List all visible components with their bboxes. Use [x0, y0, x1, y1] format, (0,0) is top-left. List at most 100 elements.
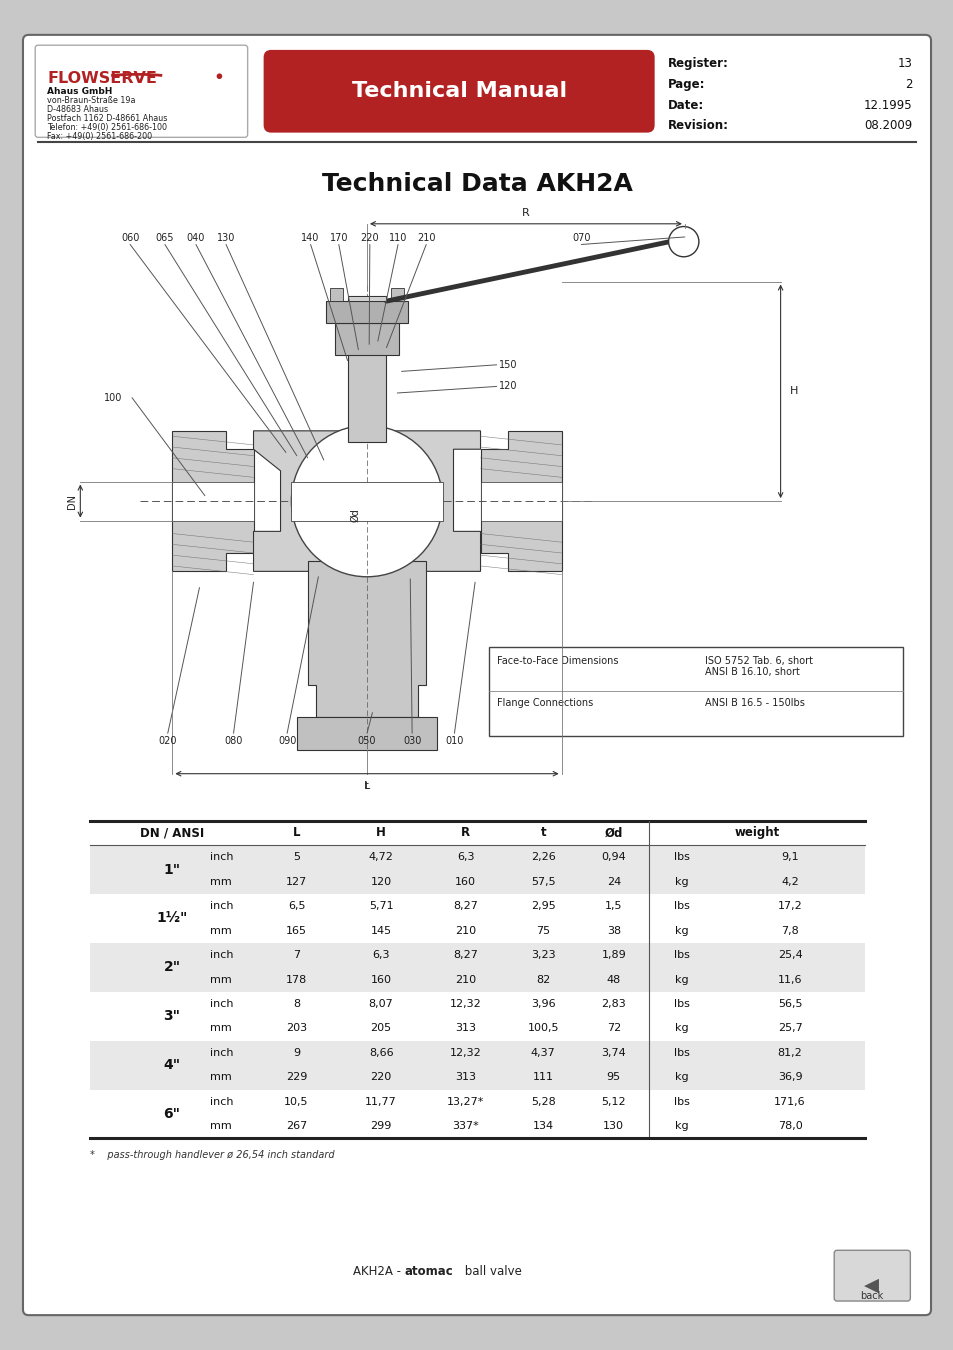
Text: L: L	[293, 826, 300, 840]
Text: 134: 134	[532, 1122, 554, 1131]
Text: Telefon: +49(0) 2561-686-100: Telefon: +49(0) 2561-686-100	[48, 123, 167, 132]
Polygon shape	[172, 482, 253, 521]
Text: Technical Manual: Technical Manual	[352, 81, 566, 101]
Text: DN: DN	[67, 494, 76, 509]
Text: 267: 267	[286, 1122, 307, 1131]
Text: Page:: Page:	[667, 78, 704, 90]
Text: 2,83: 2,83	[600, 999, 625, 1008]
Text: 82: 82	[536, 975, 550, 984]
Polygon shape	[347, 296, 386, 441]
Text: 205: 205	[370, 1023, 392, 1034]
Text: mm: mm	[211, 876, 232, 887]
Text: 220: 220	[360, 232, 378, 243]
Text: Postfach 1162 D-48661 Ahaus: Postfach 1162 D-48661 Ahaus	[48, 115, 168, 123]
Text: 8,07: 8,07	[369, 999, 393, 1008]
FancyBboxPatch shape	[833, 1250, 909, 1301]
Text: Date:: Date:	[667, 99, 703, 112]
Polygon shape	[296, 717, 436, 749]
Text: 95: 95	[606, 1072, 620, 1083]
Text: Register:: Register:	[667, 58, 728, 70]
Text: 2,26: 2,26	[530, 852, 555, 863]
Text: weight: weight	[734, 826, 779, 840]
Text: 313: 313	[455, 1072, 476, 1083]
Bar	[90, 894, 864, 942]
Text: 040: 040	[187, 232, 205, 243]
Text: 8: 8	[293, 999, 300, 1008]
Text: 3,96: 3,96	[531, 999, 555, 1008]
Text: 13: 13	[897, 58, 911, 70]
Circle shape	[668, 227, 699, 256]
Text: 4": 4"	[163, 1058, 180, 1072]
Polygon shape	[253, 431, 480, 571]
Text: ball valve: ball valve	[460, 1265, 521, 1278]
Text: 24: 24	[606, 876, 620, 887]
Text: mm: mm	[211, 926, 232, 936]
Text: mm: mm	[211, 975, 232, 984]
Text: 313: 313	[455, 1023, 476, 1034]
Text: Fax: +49(0) 2561-686-200: Fax: +49(0) 2561-686-200	[48, 132, 152, 142]
Text: lbs: lbs	[673, 1048, 689, 1058]
Text: 7,8: 7,8	[781, 926, 798, 936]
Text: 337*: 337*	[452, 1122, 478, 1131]
Text: 5,28: 5,28	[530, 1096, 555, 1107]
Text: 145: 145	[370, 926, 392, 936]
Text: 2: 2	[903, 78, 911, 90]
Text: kg: kg	[675, 1072, 688, 1083]
Polygon shape	[335, 323, 399, 355]
Text: 11,6: 11,6	[777, 975, 801, 984]
Text: 8,66: 8,66	[369, 1048, 393, 1058]
Text: FLOWSERVE: FLOWSERVE	[48, 70, 157, 85]
Text: 72: 72	[606, 1023, 620, 1034]
Text: mm: mm	[211, 1122, 232, 1131]
Text: 3": 3"	[163, 1010, 180, 1023]
Text: 1": 1"	[163, 863, 180, 876]
Text: inch: inch	[210, 1096, 233, 1107]
Text: ISO 5752 Tab. 6, short: ISO 5752 Tab. 6, short	[704, 656, 813, 666]
Text: ANSI B 16.10, short: ANSI B 16.10, short	[704, 667, 800, 678]
Text: 12.1995: 12.1995	[862, 99, 911, 112]
Text: Face-to-Face Dimensions: Face-to-Face Dimensions	[497, 656, 618, 666]
Text: kg: kg	[675, 876, 688, 887]
Text: *    pass-through handlever ø 26,54 inch standard: * pass-through handlever ø 26,54 inch st…	[90, 1150, 334, 1160]
Text: 12,32: 12,32	[450, 1048, 481, 1058]
Text: inch: inch	[210, 902, 233, 911]
Text: 050: 050	[357, 736, 375, 747]
Text: 75: 75	[536, 926, 550, 936]
Text: 57,5: 57,5	[531, 876, 555, 887]
Circle shape	[216, 73, 222, 80]
Polygon shape	[480, 482, 561, 521]
Text: R: R	[460, 826, 470, 840]
Text: 030: 030	[402, 736, 421, 747]
Bar	[90, 1041, 864, 1089]
Text: inch: inch	[210, 950, 233, 960]
Text: 150: 150	[498, 360, 517, 370]
Text: 127: 127	[286, 876, 307, 887]
Text: inch: inch	[210, 999, 233, 1008]
Polygon shape	[326, 301, 408, 323]
Bar	[330, 288, 343, 301]
Text: Technical Data AKH2A: Technical Data AKH2A	[321, 171, 632, 196]
Text: 0,94: 0,94	[600, 852, 625, 863]
FancyBboxPatch shape	[263, 50, 654, 132]
Text: 9: 9	[293, 1048, 300, 1058]
Text: 2,95: 2,95	[530, 902, 555, 911]
Text: 130: 130	[602, 1122, 623, 1131]
Text: 210: 210	[455, 975, 476, 984]
Text: 4,37: 4,37	[530, 1048, 555, 1058]
Text: 6,5: 6,5	[288, 902, 305, 911]
Text: 13,27*: 13,27*	[447, 1096, 484, 1107]
Text: 1,5: 1,5	[604, 902, 622, 911]
Text: 08.2009: 08.2009	[863, 119, 911, 132]
Text: ◀: ◀	[863, 1276, 879, 1295]
Text: 100: 100	[104, 393, 122, 402]
Text: R: R	[521, 208, 529, 219]
Polygon shape	[172, 431, 253, 571]
Text: 17,2: 17,2	[777, 902, 801, 911]
Text: 78,0: 78,0	[777, 1122, 801, 1131]
Bar	[391, 288, 403, 301]
Text: D-48683 Ahaus: D-48683 Ahaus	[48, 105, 109, 115]
Polygon shape	[291, 482, 442, 521]
Polygon shape	[307, 560, 426, 717]
Text: 1½": 1½"	[156, 911, 188, 926]
Text: kg: kg	[675, 975, 688, 984]
